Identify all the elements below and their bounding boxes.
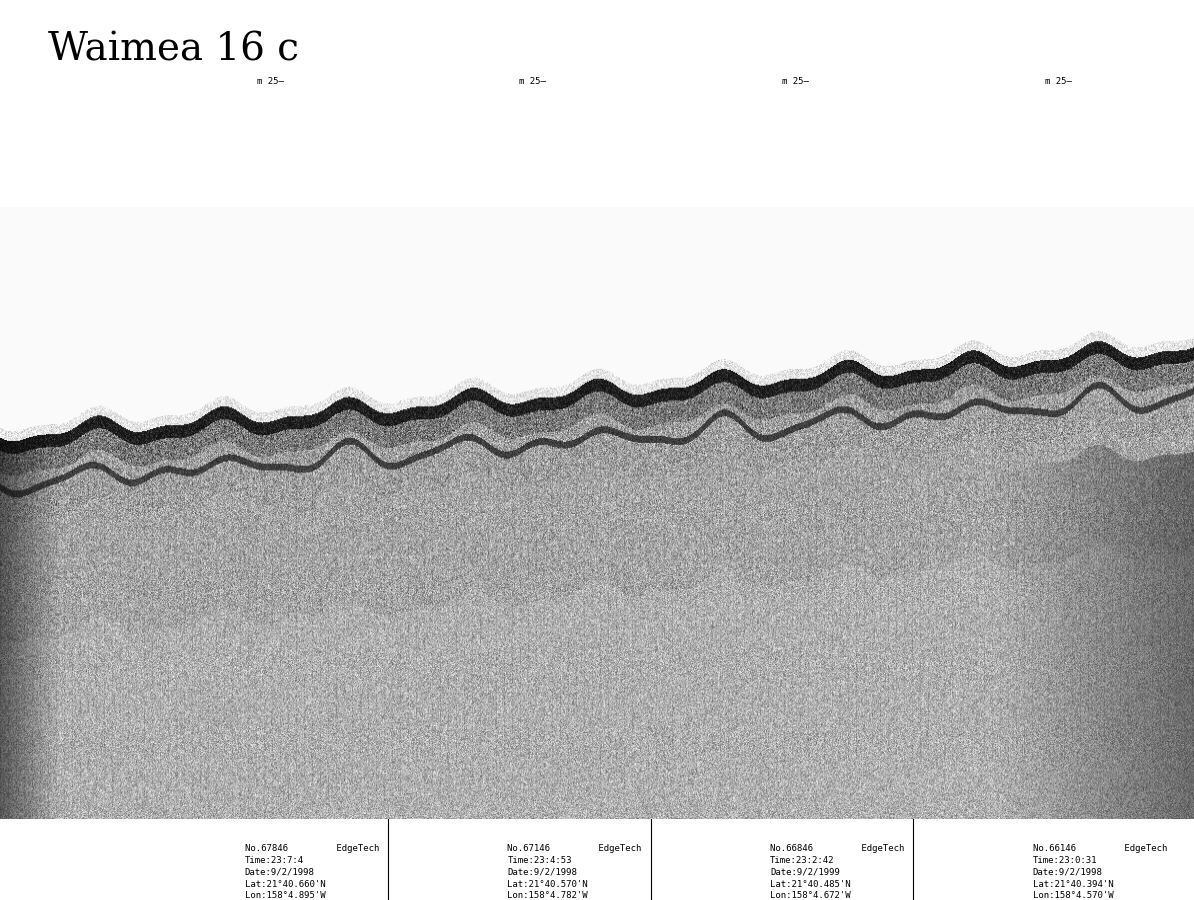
Text: m 001—: m 001— bbox=[257, 486, 289, 495]
Text: m 02—: m 02— bbox=[519, 216, 547, 225]
Text: m 25: m 25 bbox=[257, 349, 278, 358]
Text: m 25: m 25 bbox=[519, 349, 541, 358]
Text: m 001—: m 001— bbox=[519, 486, 552, 495]
Text: m 25—: m 25— bbox=[519, 76, 547, 86]
Text: m 001—: m 001— bbox=[1045, 486, 1077, 495]
Text: m 251—: m 251— bbox=[519, 621, 552, 630]
Text: m 02—: m 02— bbox=[257, 216, 284, 225]
Text: Waimea 16 c: Waimea 16 c bbox=[48, 32, 298, 68]
Text: m 25—: m 25— bbox=[782, 76, 810, 86]
Text: m 251—: m 251— bbox=[1045, 621, 1077, 630]
Text: m 25—: m 25— bbox=[1045, 76, 1072, 86]
Text: No.67846         EdgeTech
Time:23:7:4
Date:9/2/1998
Lat:21°40.660'N
Lon:158°4.89: No.67846 EdgeTech Time:23:7:4 Date:9/2/1… bbox=[245, 844, 380, 900]
Text: m 001—: m 001— bbox=[782, 486, 814, 495]
Text: No.66846         EdgeTech
Time:23:2:42
Date:9/2/1999
Lat:21°40.485'N
Lon:158°4.6: No.66846 EdgeTech Time:23:2:42 Date:9/2/… bbox=[770, 844, 905, 900]
Text: m 25: m 25 bbox=[1045, 349, 1066, 358]
Text: m 251—: m 251— bbox=[257, 621, 289, 630]
Text: No.66146         EdgeTech
Time:23:0:31
Date:9/2/1998
Lat:21°40.394'N
Lon:158°4.5: No.66146 EdgeTech Time:23:0:31 Date:9/2/… bbox=[1033, 844, 1168, 900]
Text: No.67146         EdgeTech
Time:23:4:53
Date:9/2/1998
Lat:21°40.570'N
Lon:158°4.7: No.67146 EdgeTech Time:23:4:53 Date:9/2/… bbox=[507, 844, 642, 900]
Text: m 251—: m 251— bbox=[782, 621, 814, 630]
Text: m 25: m 25 bbox=[782, 349, 804, 358]
Text: m 02—: m 02— bbox=[1045, 216, 1072, 225]
Text: m 25—: m 25— bbox=[257, 76, 284, 86]
Text: m 02—: m 02— bbox=[782, 216, 810, 225]
